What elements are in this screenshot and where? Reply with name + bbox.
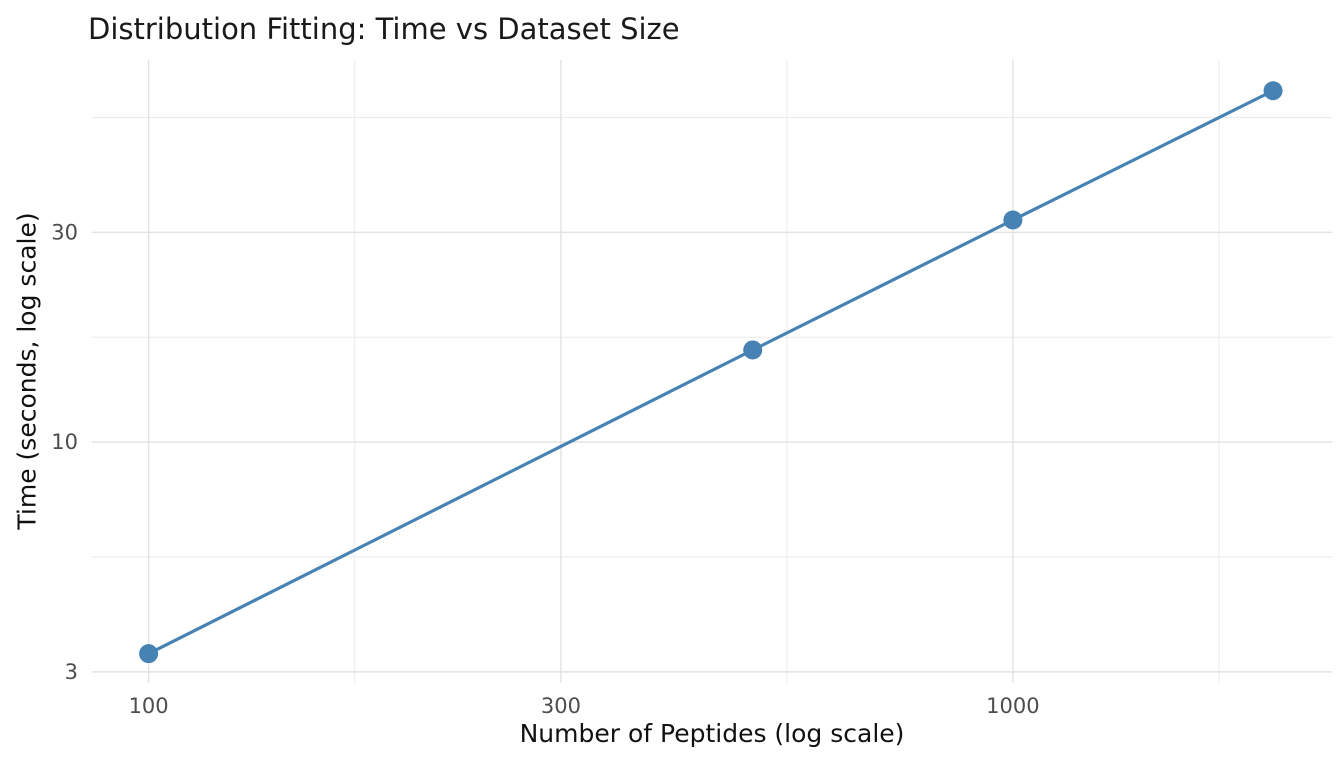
series-line xyxy=(147,89,1274,656)
y-tick-label: 10 xyxy=(51,430,78,454)
x-tick-label: 300 xyxy=(541,694,581,718)
x-tick-label: 1000 xyxy=(986,694,1039,718)
y-tick-label: 3 xyxy=(65,660,78,684)
data-point xyxy=(1263,81,1283,101)
y-tick-label: 30 xyxy=(51,220,78,244)
data-point xyxy=(1003,210,1023,230)
y-axis-title: Time (seconds, log scale) xyxy=(12,212,42,530)
data-point xyxy=(743,340,763,360)
data-point xyxy=(139,644,159,664)
x-axis-title: Number of Peptides (log scale) xyxy=(519,719,905,748)
chart-title: Distribution Fitting: Time vs Dataset Si… xyxy=(88,12,680,46)
x-tick-label: 100 xyxy=(129,694,169,718)
